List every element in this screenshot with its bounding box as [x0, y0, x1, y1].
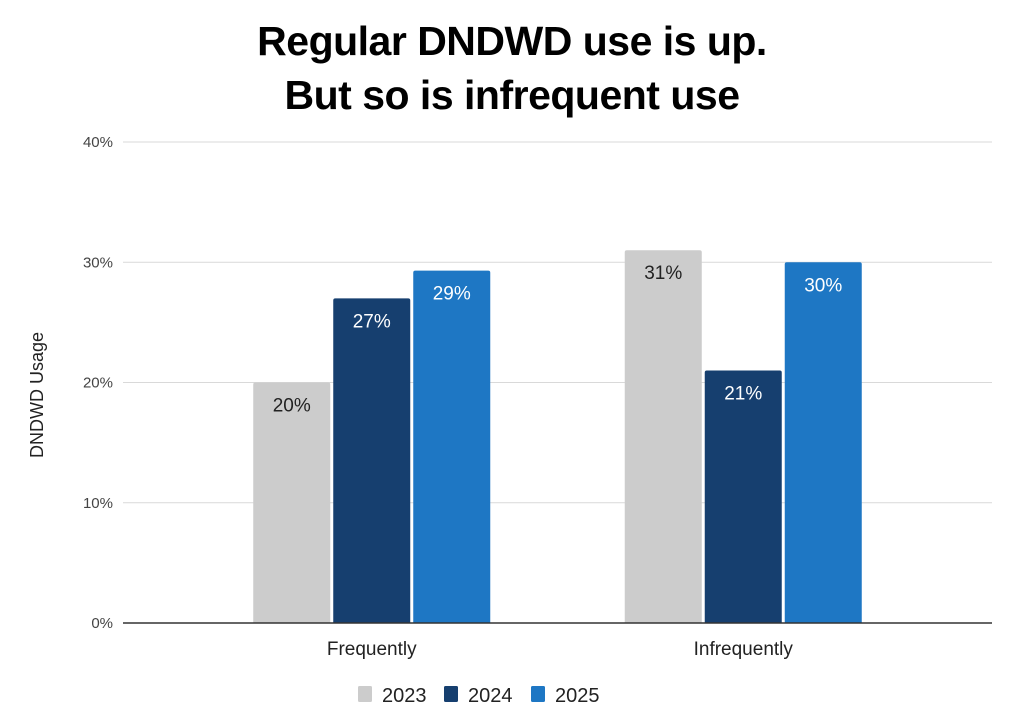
y-tick-label: 30%: [83, 254, 113, 271]
bar-2023-infrequently: [624, 250, 702, 623]
y-axis-ticks: 0% 10% 20% 30% 40%: [83, 134, 113, 632]
x-category-label: Infrequently: [694, 639, 794, 660]
legend-swatch-2023: [358, 686, 372, 702]
data-label: 27%: [353, 311, 391, 332]
legend-label-2025: 2025: [555, 685, 600, 707]
x-axis-categories: Frequently Infrequently: [327, 639, 794, 660]
legend-swatch-2025: [531, 686, 545, 702]
y-axis-label: DNDWD Usage: [27, 332, 47, 458]
legend-label-2024: 2024: [468, 685, 513, 707]
legend: 2023 2024 2025: [358, 685, 600, 707]
bars: 20% 27% 29% 31% 21% 30%: [253, 250, 862, 623]
y-tick-label: 10%: [83, 495, 113, 512]
data-label: 31%: [644, 263, 682, 284]
chart-title-line-2: But so is infrequent use: [284, 72, 741, 118]
data-label: 20%: [273, 396, 311, 417]
y-tick-label: 20%: [83, 375, 113, 392]
data-label: 21%: [724, 383, 762, 404]
y-tick-label: 40%: [83, 134, 113, 151]
chart-title-line-1: Regular DNDWD use is up.: [257, 18, 767, 64]
chart-title: Regular DNDWD use is up. But so is infre…: [0, 14, 1024, 122]
y-tick-label: 0%: [91, 615, 113, 632]
legend-swatch-2024: [444, 686, 458, 702]
x-category-label: Frequently: [327, 639, 417, 660]
data-label: 29%: [433, 284, 471, 305]
bar-2024-frequently: [333, 298, 411, 623]
legend-label-2023: 2023: [382, 685, 427, 707]
bar-2024-infrequently: [704, 370, 782, 623]
data-label: 30%: [804, 275, 842, 296]
bar-2025-frequently: [413, 270, 491, 623]
bar-2023-frequently: [253, 382, 331, 623]
bar-2025-infrequently: [784, 262, 862, 623]
